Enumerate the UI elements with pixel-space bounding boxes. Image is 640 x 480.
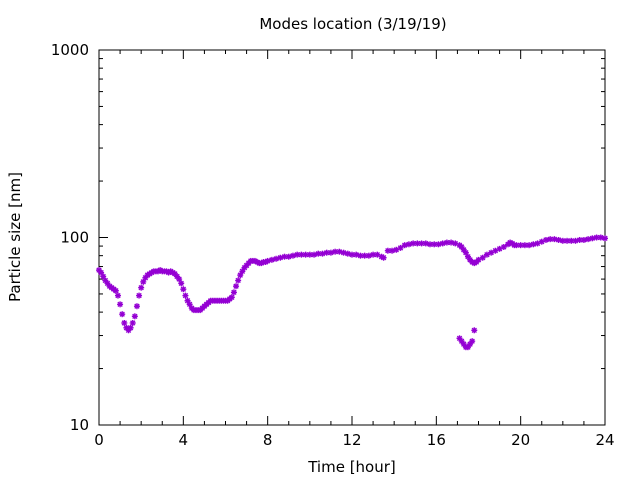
data-point xyxy=(182,292,189,299)
data-point xyxy=(235,277,242,284)
data-point xyxy=(353,251,360,258)
axis-ticks xyxy=(98,49,606,426)
y-tick-label: 10 xyxy=(70,416,89,434)
data-point xyxy=(559,237,566,244)
data-point xyxy=(365,252,372,259)
data-point xyxy=(233,283,240,290)
data-point xyxy=(131,313,138,320)
data-point xyxy=(289,252,296,259)
data-point xyxy=(273,255,280,262)
y-tick-label: 1000 xyxy=(51,41,89,59)
data-point xyxy=(479,254,486,261)
data-point xyxy=(397,244,404,251)
data-point xyxy=(119,311,126,318)
data-point xyxy=(184,297,191,304)
x-tick-label: 20 xyxy=(511,431,530,449)
data-point xyxy=(138,284,145,291)
data-point xyxy=(349,251,355,258)
x-tick-label: 16 xyxy=(427,431,446,449)
data-point xyxy=(340,249,347,256)
data-point xyxy=(418,240,425,247)
data-point xyxy=(344,250,351,257)
data-point xyxy=(380,254,387,261)
data-point xyxy=(311,251,318,258)
x-tick-label: 12 xyxy=(342,431,361,449)
y-tick-label: 100 xyxy=(60,229,89,247)
data-point xyxy=(357,252,364,259)
data-point xyxy=(410,240,417,247)
axis-tick-labels: 0 4 8 12 16 20 24 10 100 1000 xyxy=(51,41,615,449)
data-point xyxy=(547,236,554,243)
data-point xyxy=(133,303,140,310)
data-point xyxy=(114,292,121,299)
x-tick-label: 24 xyxy=(595,431,614,449)
data-point xyxy=(526,242,533,249)
data-point xyxy=(500,243,507,250)
data-point xyxy=(277,254,284,261)
x-tick-label: 8 xyxy=(263,431,273,449)
data-point xyxy=(521,242,528,249)
data-point xyxy=(180,286,187,293)
x-tick-label: 0 xyxy=(94,431,104,449)
data-point xyxy=(230,289,237,296)
y-axis-label: Particle size [nm] xyxy=(6,172,24,302)
data-point xyxy=(471,327,478,334)
data-point xyxy=(336,248,343,255)
plot-frame xyxy=(98,49,606,426)
x-tick-label: 4 xyxy=(179,431,189,449)
data-point xyxy=(264,257,271,264)
data-point xyxy=(129,319,136,326)
data-points xyxy=(96,234,608,351)
data-point xyxy=(389,247,396,254)
data-point xyxy=(602,235,608,242)
data-point xyxy=(431,241,438,248)
data-point xyxy=(285,253,292,260)
chart-title: Modes location (3/19/19) xyxy=(259,15,446,33)
data-point xyxy=(319,250,326,257)
data-point xyxy=(469,338,476,345)
data-point xyxy=(136,292,143,299)
data-point xyxy=(127,324,134,331)
data-point xyxy=(117,301,124,308)
data-point xyxy=(178,280,185,287)
x-axis-label: Time [hour] xyxy=(307,458,396,476)
data-point xyxy=(327,249,334,256)
data-point xyxy=(121,319,128,326)
data-point xyxy=(112,287,119,294)
data-point xyxy=(384,247,391,254)
data-point xyxy=(228,294,235,301)
data-point xyxy=(268,256,275,263)
